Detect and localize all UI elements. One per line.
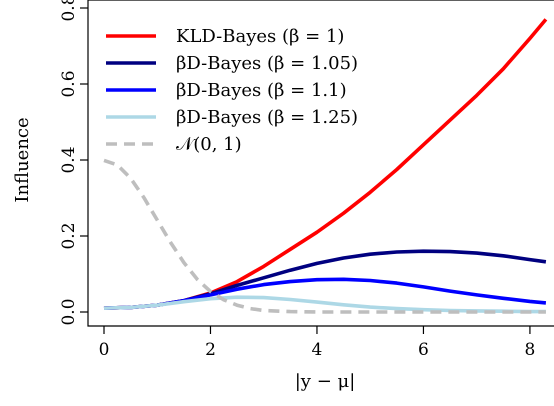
y-tick-label: 0.4	[59, 146, 79, 173]
x-tick-label: 8	[525, 340, 536, 360]
legend-label-3: βD-Bayes (β = 1.1)	[176, 80, 347, 101]
series-line-4	[103, 295, 546, 314]
x-tick-label: 6	[418, 340, 429, 360]
x-tick-label: 4	[312, 340, 323, 360]
legend-label-1: KLD-Bayes (β = 1)	[176, 26, 344, 47]
plot-area	[87, 0, 554, 327]
y-axis-title: Influence	[12, 117, 33, 202]
legend-label-4: βD-Bayes (β = 1.25)	[176, 107, 358, 128]
x-tick-label: 0	[99, 340, 110, 360]
plot-frame	[87, 0, 554, 327]
x-axis-title: |y − μ|	[295, 371, 356, 392]
y-tick-label: 0.0	[59, 298, 79, 325]
y-tick-label: 0.8	[59, 0, 79, 22]
legend-label-2: βD-Bayes (β = 1.05)	[176, 53, 358, 74]
x-tick-label: 2	[205, 340, 216, 360]
series-line-5	[103, 158, 546, 314]
y-axis: 0.0 0.2 0.4 0.6 0.8	[59, 0, 88, 326]
legend-label-5: 𝒩(0, 1)	[176, 134, 242, 155]
legend: KLD-Bayes (β = 1) βD-Bayes (β = 1.05) βD-B…	[106, 26, 358, 155]
x-axis: 0 2 4 6 8	[99, 326, 536, 360]
y-tick-label: 0.6	[59, 70, 79, 97]
y-tick-label: 0.2	[59, 222, 79, 249]
